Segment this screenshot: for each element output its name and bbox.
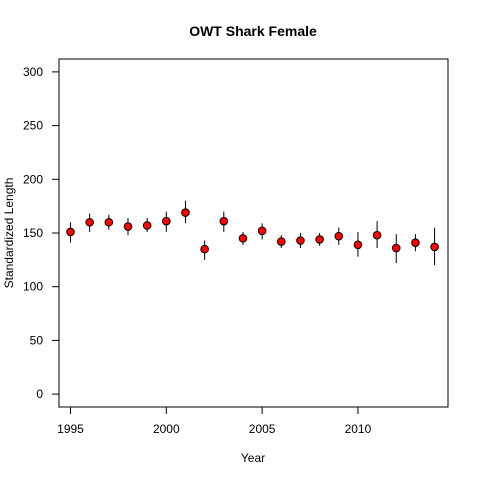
data-point — [257, 226, 267, 236]
data-point — [296, 236, 305, 245]
x-tick-label: 2010 — [345, 422, 372, 436]
data-point — [238, 234, 248, 243]
data-point — [276, 237, 286, 246]
y-tick-label: 150 — [23, 226, 43, 240]
y-axis: 0 50 100 150 200 250 300 — [23, 65, 59, 401]
y-tick-label: 100 — [23, 280, 43, 294]
data-point — [66, 227, 75, 237]
data-point — [219, 216, 229, 226]
data-point — [162, 216, 171, 226]
data-point — [372, 230, 382, 240]
data-point — [411, 238, 420, 247]
data-point — [334, 231, 344, 241]
data-point — [142, 221, 152, 230]
x-tick-label: 2000 — [153, 422, 180, 436]
data-point — [181, 208, 190, 217]
data-point — [353, 240, 363, 250]
data-point — [85, 217, 94, 227]
data-point — [200, 244, 209, 254]
data-points — [66, 208, 439, 254]
x-tick-label: 2005 — [249, 422, 276, 436]
y-axis-label: Standardized Length — [2, 178, 16, 289]
y-tick-label: 200 — [23, 172, 43, 186]
x-axis: 1995 2000 2005 2010 — [57, 407, 372, 436]
chart-title: OWT Shark Female — [189, 23, 317, 39]
data-point — [104, 217, 114, 227]
data-point — [123, 222, 133, 231]
y-tick-label: 0 — [36, 387, 43, 401]
x-tick-label: 1995 — [57, 422, 84, 436]
data-point — [391, 243, 401, 253]
plot-frame — [58, 58, 449, 408]
y-tick-label: 250 — [23, 119, 43, 133]
y-tick-label: 50 — [30, 333, 44, 347]
x-axis-label: Year — [241, 451, 265, 465]
y-tick-label: 300 — [23, 65, 43, 79]
data-point — [430, 242, 439, 252]
data-point — [315, 235, 324, 244]
